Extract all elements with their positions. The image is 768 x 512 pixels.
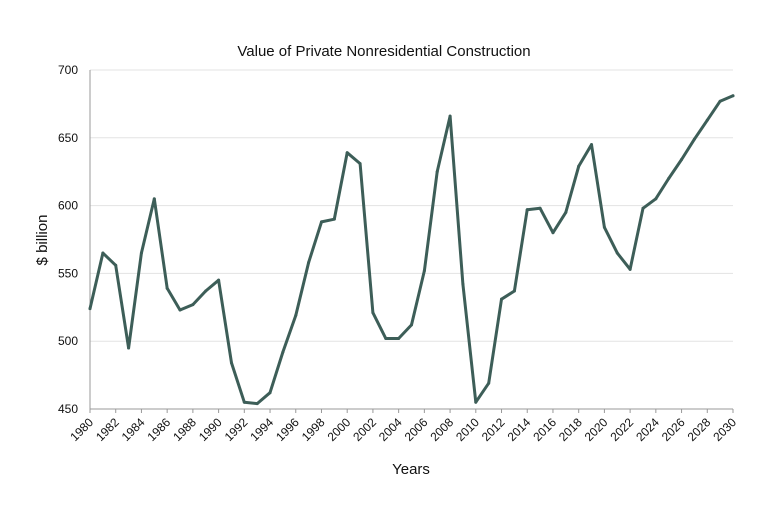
x-tick-label: 1980 [67, 415, 96, 444]
data-point [229, 361, 233, 365]
data-point [705, 118, 709, 122]
x-tick-label: 2014 [505, 415, 534, 444]
data-point [371, 311, 375, 315]
x-tick-label: 1998 [299, 415, 328, 444]
data-point [255, 402, 259, 406]
data-point [500, 297, 504, 301]
y-tick-label: 550 [58, 266, 78, 280]
data-point [538, 206, 542, 210]
data-point [127, 346, 131, 350]
y-tick-label: 650 [58, 131, 78, 145]
x-tick-label: 1986 [144, 415, 173, 444]
x-tick-label: 2028 [685, 415, 714, 444]
x-tick-label: 1984 [119, 415, 148, 444]
data-point [397, 336, 401, 340]
data-point [487, 381, 491, 385]
axes [89, 70, 733, 410]
data-point [307, 261, 311, 265]
data-point [564, 210, 568, 214]
x-tick-label: 2002 [350, 415, 379, 444]
x-tick-label: 2020 [582, 415, 611, 444]
x-tick-label: 2000 [325, 415, 354, 444]
data-point [345, 151, 349, 155]
data-point [448, 114, 452, 118]
x-tick-label: 2012 [479, 415, 508, 444]
x-tick-label: 1992 [222, 415, 251, 444]
x-tick-label: 2024 [633, 415, 662, 444]
y-tick-label: 450 [58, 402, 78, 416]
data-point [577, 164, 581, 168]
data-point [680, 157, 684, 161]
data-point [667, 176, 671, 180]
data-point [165, 286, 169, 290]
data-point [718, 99, 722, 103]
data-point [217, 278, 221, 282]
x-tick-label: 1996 [273, 415, 302, 444]
data-point [628, 267, 632, 271]
x-axis-ticks: 1980198219841986198819901992199419961998… [67, 409, 739, 444]
x-tick-label: 1982 [93, 415, 122, 444]
x-tick-label: 2030 [710, 415, 739, 444]
data-point [332, 217, 336, 221]
y-tick-label: 600 [58, 199, 78, 213]
data-point [435, 170, 439, 174]
x-tick-label: 1990 [196, 415, 225, 444]
series-group [88, 94, 735, 406]
x-tick-label: 2016 [530, 415, 559, 444]
data-point [88, 307, 92, 311]
series-line [88, 94, 735, 406]
x-tick-label: 1994 [247, 415, 276, 444]
x-tick-label: 2004 [376, 415, 405, 444]
x-tick-label: 2010 [453, 415, 482, 444]
data-point [461, 282, 465, 286]
data-point [551, 231, 555, 235]
x-tick-label: 1988 [170, 415, 199, 444]
data-point [422, 269, 426, 273]
data-point [474, 400, 478, 404]
data-point [242, 400, 246, 404]
data-point [731, 94, 735, 98]
y-axis-label: $ billion [34, 215, 51, 266]
x-tick-label: 2026 [659, 415, 688, 444]
x-axis-label: Years [392, 461, 430, 478]
x-tick-label: 2008 [427, 415, 456, 444]
x-tick-label: 2006 [402, 415, 431, 444]
data-point [294, 313, 298, 317]
data-point [178, 308, 182, 312]
data-point [358, 162, 362, 166]
data-point [641, 206, 645, 210]
data-point [692, 137, 696, 141]
data-point [319, 220, 323, 224]
y-tick-label: 500 [58, 334, 78, 348]
chart-title: Value of Private Nonresidential Construc… [237, 43, 530, 60]
y-tick-label: 700 [58, 63, 78, 77]
data-point [384, 336, 388, 340]
data-point [512, 289, 516, 293]
y-axis-ticks: 450 500 550 600 650 700 [58, 63, 78, 416]
data-point [114, 263, 118, 267]
data-point [602, 225, 606, 229]
data-point [281, 350, 285, 354]
data-point [139, 251, 143, 255]
data-point [654, 197, 658, 201]
data-point [101, 251, 105, 255]
x-tick-label: 2018 [556, 415, 585, 444]
data-point [410, 323, 413, 327]
data-point [590, 143, 594, 147]
data-point [204, 289, 208, 293]
data-point [268, 391, 272, 395]
data-point [191, 303, 195, 307]
data-point [615, 251, 619, 255]
data-point [525, 208, 529, 212]
data-point [152, 197, 156, 201]
x-tick-label: 2022 [607, 415, 636, 444]
gridlines [90, 69, 733, 342]
